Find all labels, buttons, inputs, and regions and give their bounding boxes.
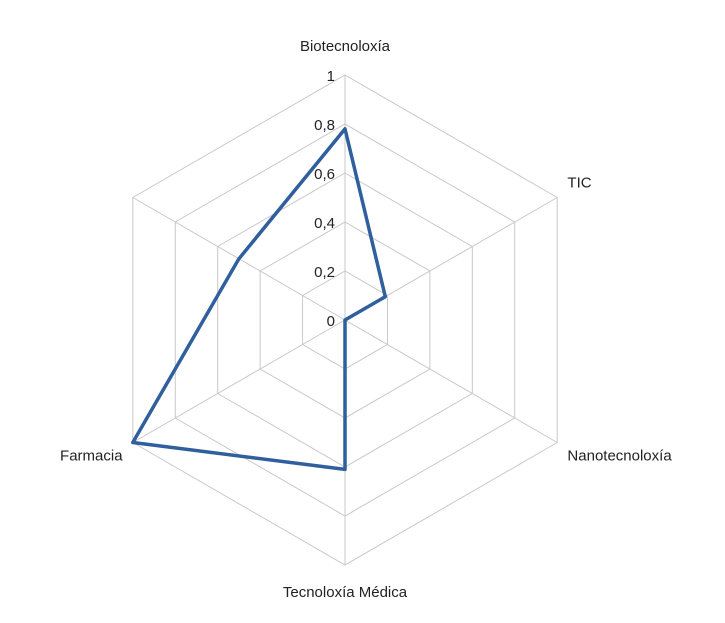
r-tick-label: 0,2 [314, 264, 335, 281]
r-tick-label: 0,8 [314, 117, 335, 134]
series-line [131, 127, 388, 472]
spoke [344, 319, 558, 443]
category-label: Farmacia [60, 447, 123, 464]
category-label: Biotecnoloxía [300, 38, 391, 55]
category-label: Tecnoloxía Médica [283, 584, 408, 601]
r-tick-label: 0,6 [314, 166, 335, 183]
r-tick-label: 0 [327, 313, 335, 330]
category-label: TIC [567, 174, 591, 191]
category-label: Nanotecnoloxía [567, 447, 672, 464]
spoke [132, 319, 346, 443]
r-tick-label: 0,4 [314, 215, 335, 232]
r-tick-label: 1 [327, 68, 335, 85]
